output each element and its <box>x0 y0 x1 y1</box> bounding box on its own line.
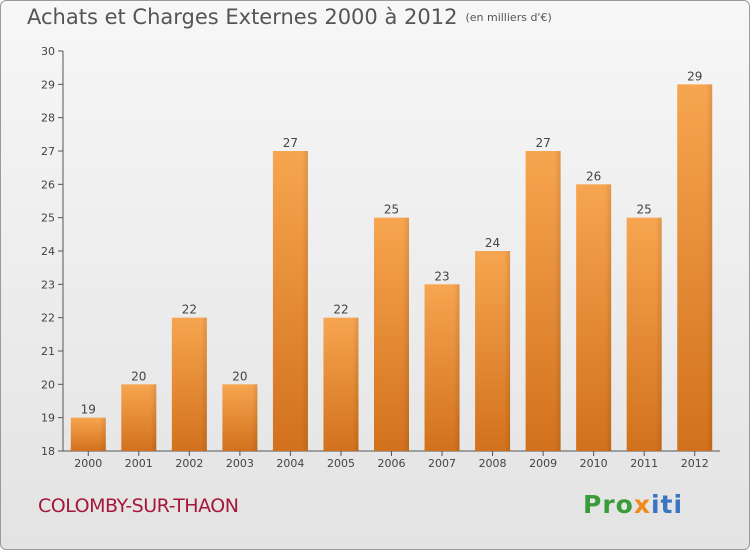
y-tick-label: 26 <box>41 178 55 191</box>
bar-shade <box>655 217 662 451</box>
x-tick-label: 2012 <box>681 457 709 470</box>
y-tick-label: 23 <box>41 278 55 291</box>
y-axis: 18 19 20 21 22 23 24 25 26 27 28 29 30 <box>41 45 64 458</box>
bar-value-label: 29 <box>687 69 702 83</box>
x-axis: 2000 2001 2002 2003 2004 2005 2006 2007 2008 2009… <box>63 450 720 470</box>
y-tick-label: 20 <box>41 378 55 391</box>
y-tick-label: 28 <box>41 112 55 125</box>
bar-shade <box>403 217 409 451</box>
bars: 19 20 22 20 27 22 25 23 24 27 26 25 29 <box>70 69 713 452</box>
bar-shade <box>504 251 511 451</box>
y-tick-label: 29 <box>41 78 55 91</box>
bar-shade <box>99 417 106 451</box>
town-name: COLOMBY-SUR-THAON <box>38 495 239 517</box>
bar-value-label: 22 <box>182 303 197 317</box>
bar-shade <box>453 284 460 451</box>
bar-shade <box>150 384 157 451</box>
x-tick-label: 2007 <box>428 457 456 470</box>
bar-value-label: 24 <box>485 236 500 250</box>
x-tick-label: 2001 <box>125 457 153 470</box>
bar-value-label: 27 <box>283 136 298 150</box>
x-tick-label: 2002 <box>175 457 203 470</box>
bar-value-label: 19 <box>81 403 96 417</box>
y-tick-label: 27 <box>41 145 55 158</box>
bar-value-label: 20 <box>131 369 146 383</box>
bar-shade <box>200 317 207 451</box>
bar-shade <box>706 84 713 451</box>
bar-value-label: 27 <box>535 136 550 150</box>
x-tick-label: 2008 <box>479 457 507 470</box>
y-tick-label: 25 <box>41 212 55 225</box>
x-tick-label: 2011 <box>630 457 658 470</box>
x-tick-label: 2009 <box>529 457 557 470</box>
x-tick-label: 2010 <box>580 457 608 470</box>
bar-value-label: 22 <box>333 303 348 317</box>
x-tick-label: 2004 <box>276 457 304 470</box>
x-tick-label: 2006 <box>378 457 406 470</box>
bar-shade <box>605 184 612 452</box>
chart-title: Achats et Charges Externes 2000 à 2012 (e… <box>27 5 552 29</box>
bar-value-label: 26 <box>586 169 601 183</box>
bar-value-label: 25 <box>384 203 399 217</box>
y-tick-label: 21 <box>41 345 55 358</box>
x-tick-label: 2003 <box>226 457 254 470</box>
bar-value-label: 23 <box>434 269 449 283</box>
y-tick-label: 30 <box>41 45 55 58</box>
bar-shade <box>554 151 561 451</box>
x-tick-label: 2000 <box>74 457 102 470</box>
bar-value-label: 25 <box>637 203 652 217</box>
y-tick-label: 18 <box>41 445 55 458</box>
chart-unit: (en milliers d'€) <box>465 11 552 24</box>
proxiti-logo: Proxiti <box>583 490 684 519</box>
bar-shade <box>352 317 359 451</box>
bar-shade <box>251 384 258 451</box>
chart-title-text: Achats et Charges Externes 2000 à 2012 <box>27 5 458 29</box>
x-tick-label: 2005 <box>327 457 355 470</box>
y-tick-label: 22 <box>41 312 55 325</box>
y-tick-label: 19 <box>41 412 55 425</box>
bar-shade <box>301 151 308 451</box>
bar-value-label: 20 <box>232 369 247 383</box>
y-tick-label: 24 <box>41 245 55 258</box>
